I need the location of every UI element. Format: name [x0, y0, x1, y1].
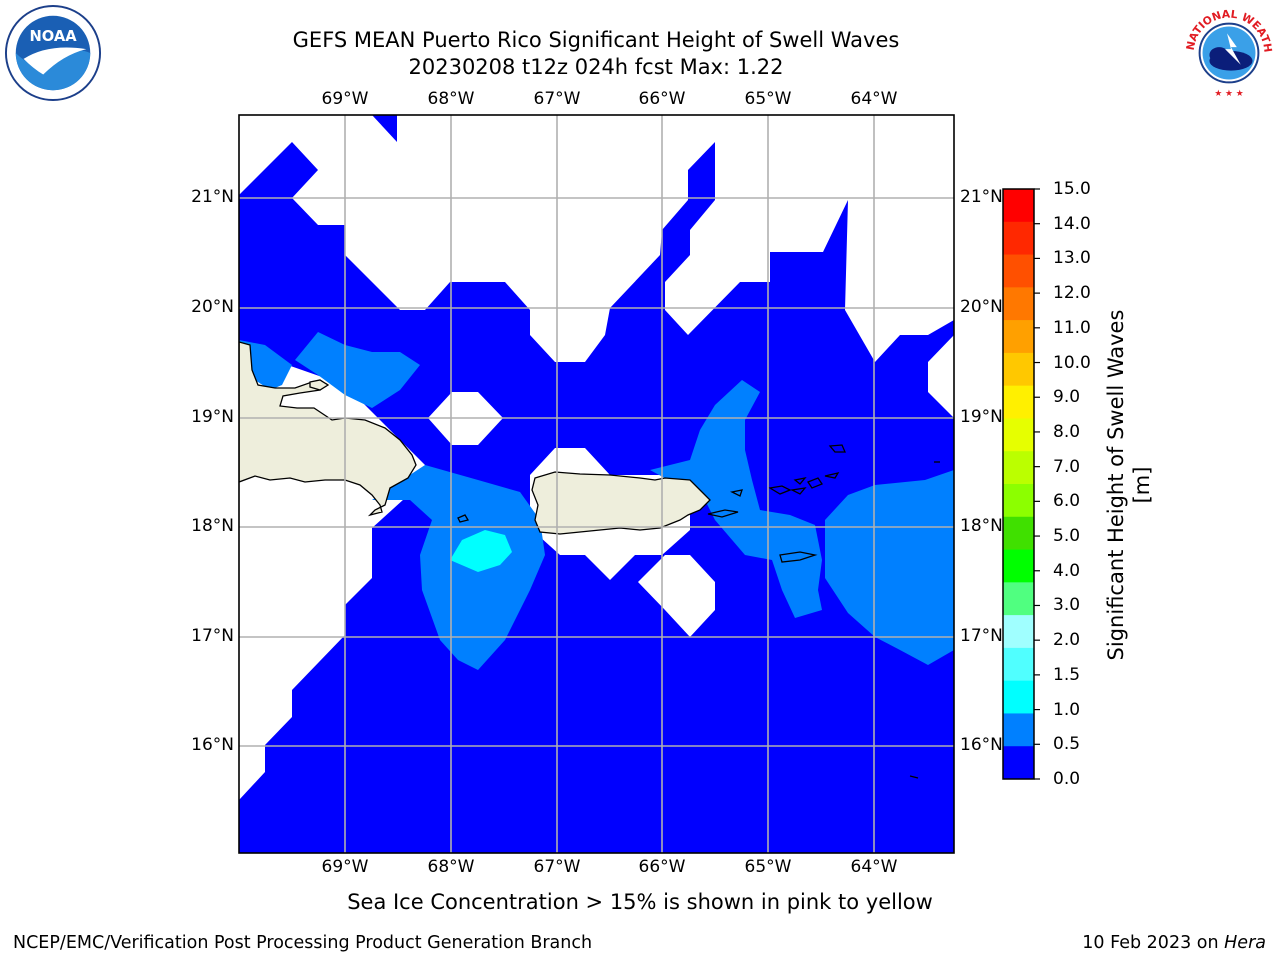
- band-0.5-1.0: [239, 332, 954, 670]
- lon-label-bottom: 65°W: [744, 857, 792, 877]
- lat-label-left: 21°N: [191, 187, 234, 207]
- lon-label-top: 66°W: [638, 89, 686, 109]
- colorbar-tick-label: 9.0: [1053, 387, 1081, 408]
- colorbar-tick-label: 13.0: [1053, 248, 1091, 269]
- colorbar-segment: [1003, 221, 1034, 256]
- colorbar-tick-label: 14.0: [1053, 213, 1091, 234]
- colorbar-segment: [1003, 549, 1034, 583]
- sea-ice-note: Sea Ice Concentration > 15% is shown in …: [347, 890, 933, 914]
- map-frame: [238, 114, 955, 854]
- lon-label-top: 65°W: [744, 89, 792, 109]
- land-hispaniola: [239, 341, 417, 517]
- colorbar-segment: [1003, 418, 1034, 452]
- lon-label-bottom: 64°W: [850, 857, 898, 877]
- colorbar-tick-label: 1.0: [1053, 699, 1081, 720]
- colorbar-segment: [1003, 352, 1034, 387]
- svg-text:★ ★ ★: ★ ★ ★: [1214, 89, 1243, 99]
- colorbar-tick-label: 0.5: [1053, 734, 1081, 755]
- colorbar-segment: [1003, 615, 1034, 649]
- lon-label-top: 68°W: [427, 89, 475, 109]
- colorbar-tick-label: 5.0: [1053, 526, 1081, 547]
- chart-title: GEFS MEAN Puerto Rico Significant Height…: [292, 28, 900, 52]
- colorbar-tick-label: 15.0: [1053, 179, 1091, 199]
- lat-label-left: 19°N: [191, 407, 234, 427]
- colorbar-segment: [1003, 516, 1034, 551]
- colorbar-segment: [1003, 451, 1034, 485]
- footer-host: Hera: [1224, 933, 1266, 953]
- colorbar-tick-label: 12.0: [1053, 283, 1091, 304]
- colorbar-tick-label: 7.0: [1053, 456, 1081, 477]
- colorbar-tick-label: 11.0: [1053, 317, 1091, 338]
- colorbar-tick-label: 3.0: [1053, 595, 1081, 616]
- colorbar-segment: [1003, 320, 1034, 354]
- colorbar-tick-label: 4.0: [1053, 560, 1081, 581]
- noaa-logo-icon: NOAA: [4, 4, 102, 102]
- lat-label-right: 17°N: [960, 626, 1003, 646]
- map-gridlines: [239, 115, 954, 853]
- lat-label-right: 18°N: [960, 516, 1003, 536]
- lon-label-bottom: 68°W: [427, 857, 475, 877]
- footer-org: NCEP/EMC/Verification Post Processing Pr…: [13, 933, 593, 953]
- lat-label-right: 21°N: [960, 187, 1003, 207]
- lon-label-top: 69°W: [321, 89, 369, 109]
- colorbar-segment: [1003, 680, 1034, 714]
- nws-logo-icon: NATIONAL WEATHER SERVICE ★ ★ ★: [1180, 4, 1277, 101]
- land-puerto-rico: [531, 471, 711, 535]
- colorbar-tick-label: 10.0: [1053, 352, 1091, 373]
- lat-label-left: 17°N: [191, 626, 234, 646]
- band-1.0-1.5: [450, 530, 512, 572]
- lat-label-right: 20°N: [960, 297, 1003, 317]
- colorbar-tick-label: 1.5: [1053, 664, 1081, 685]
- chart-subtitle: 20230208 t12z 024h fcst Max: 1.22: [408, 55, 784, 79]
- lat-label-right: 16°N: [960, 735, 1003, 755]
- colorbar-segment: [1003, 582, 1034, 616]
- colorbar-segment: [1003, 746, 1034, 780]
- lon-label-bottom: 67°W: [533, 857, 581, 877]
- colorbar-segment: [1003, 385, 1034, 419]
- colorbar-segment: [1003, 189, 1034, 223]
- colorbar-segment: [1003, 254, 1034, 288]
- footer-date: 10 Feb 2023 on Hera: [1082, 933, 1266, 953]
- lon-label-top: 64°W: [850, 89, 898, 109]
- small-islands: [457, 444, 940, 779]
- lat-label-left: 20°N: [191, 297, 234, 317]
- lon-label-top: 67°W: [533, 89, 581, 109]
- colorbar-segment: [1003, 713, 1034, 747]
- lat-label-left: 16°N: [191, 735, 234, 755]
- colorbar-segment: [1003, 647, 1034, 682]
- lon-label-bottom: 69°W: [321, 857, 369, 877]
- colorbar-label: Significant Height of Swell Waves [m]: [1104, 309, 1154, 661]
- colorbar-tick-label: 6.0: [1053, 491, 1081, 512]
- colorbar-tick-label: 2.0: [1053, 630, 1081, 651]
- lat-label-left: 18°N: [191, 516, 234, 536]
- lon-label-bottom: 66°W: [638, 857, 686, 877]
- lat-label-right: 19°N: [960, 407, 1003, 427]
- colorbar: [1002, 188, 1040, 780]
- colorbar-tick-label: 0.0: [1053, 769, 1081, 789]
- colorbar-segment: [1003, 287, 1034, 321]
- colorbar-segment: [1003, 484, 1034, 518]
- svg-text:NOAA: NOAA: [29, 28, 77, 45]
- colorbar-tick-label: 8.0: [1053, 421, 1081, 442]
